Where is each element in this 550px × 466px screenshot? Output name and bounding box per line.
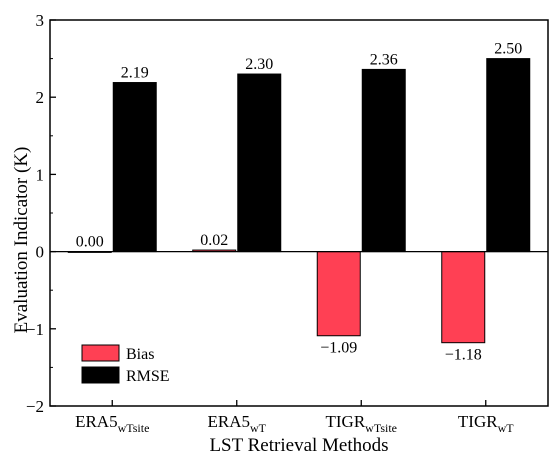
y-axis-title: Evaluation Indicator (K) (11, 147, 32, 334)
legend-label-bias: Bias (126, 346, 154, 363)
legend-label-rmse: RMSE (126, 368, 170, 385)
y-tick-label: 1 (36, 165, 45, 184)
data-labels-layer: 0.00 2.19 0.02 2.30 −1.09 2.36 −1.18 2.50 (76, 41, 523, 364)
x-tick-label: TIGRwT (458, 412, 514, 435)
data-label-rmse-1: 2.30 (245, 56, 273, 73)
bar-rmse-0 (112, 82, 157, 253)
x-axis-title: LST Retrieval Methods (209, 435, 388, 456)
bars-layer (67, 58, 531, 344)
bar-rmse-1 (237, 73, 282, 253)
bar-rmse-3 (486, 58, 531, 253)
x-axis: ERA5wTsite ERA5wT TIGRwTsite TIGRwT (75, 400, 514, 435)
bar-bias-2 (316, 251, 361, 337)
bar-rmse-2 (361, 68, 406, 253)
legend-swatch-rmse (81, 366, 120, 384)
bar-bias-3 (441, 251, 486, 344)
y-axis: −2 −1 0 1 2 3 (26, 11, 56, 416)
data-label-rmse-3: 2.50 (494, 41, 522, 58)
data-label-bias-3: −1.18 (445, 347, 482, 364)
legend-swatch-bias (81, 344, 120, 362)
y-tick-label: 3 (36, 11, 45, 30)
y-tick-label: −1 (26, 320, 44, 339)
data-label-bias-1: 0.02 (200, 232, 228, 249)
y-tick-label: 2 (36, 88, 45, 107)
x-tick-label: TIGRwTsite (326, 412, 398, 435)
y-tick-label: 0 (36, 243, 45, 262)
y-tick-label: −2 (26, 397, 44, 416)
data-label-bias-0: 0.00 (76, 234, 104, 251)
data-label-bias-2: −1.09 (320, 340, 357, 357)
x-tick-label: ERA5wT (208, 412, 267, 435)
x-tick-label: ERA5wTsite (75, 412, 149, 435)
legend: Bias RMSE (81, 344, 170, 385)
data-label-rmse-2: 2.36 (370, 51, 398, 68)
data-label-rmse-0: 2.19 (121, 65, 149, 82)
